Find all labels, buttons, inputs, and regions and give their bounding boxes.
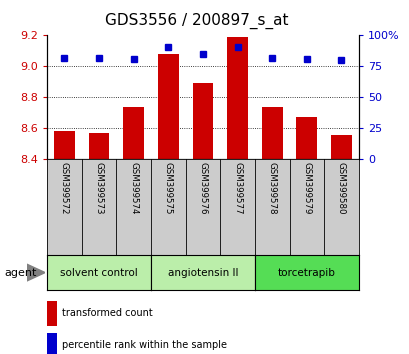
Bar xyxy=(157,54,178,159)
Text: GDS3556 / 200897_s_at: GDS3556 / 200897_s_at xyxy=(105,12,288,29)
Bar xyxy=(54,131,75,159)
Bar xyxy=(261,107,282,159)
Polygon shape xyxy=(27,264,45,281)
Text: agent: agent xyxy=(4,268,36,278)
Bar xyxy=(192,84,213,159)
Text: GSM399576: GSM399576 xyxy=(198,162,207,215)
Bar xyxy=(227,37,247,159)
Text: GSM399578: GSM399578 xyxy=(267,162,276,215)
Text: angiotensin II: angiotensin II xyxy=(167,268,238,278)
Bar xyxy=(330,135,351,159)
Text: GSM399572: GSM399572 xyxy=(60,162,69,215)
Text: transformed count: transformed count xyxy=(61,308,152,318)
Text: GSM399575: GSM399575 xyxy=(164,162,173,215)
Text: GSM399574: GSM399574 xyxy=(129,162,138,215)
Bar xyxy=(88,133,109,159)
Bar xyxy=(296,118,317,159)
Text: torcetrapib: torcetrapib xyxy=(277,268,335,278)
Text: GSM399573: GSM399573 xyxy=(94,162,103,215)
Text: GSM399580: GSM399580 xyxy=(336,162,345,215)
Text: percentile rank within the sample: percentile rank within the sample xyxy=(61,340,226,350)
Text: solvent control: solvent control xyxy=(60,268,137,278)
Text: GSM399577: GSM399577 xyxy=(232,162,241,215)
Bar xyxy=(123,107,144,159)
Text: GSM399579: GSM399579 xyxy=(301,162,310,215)
